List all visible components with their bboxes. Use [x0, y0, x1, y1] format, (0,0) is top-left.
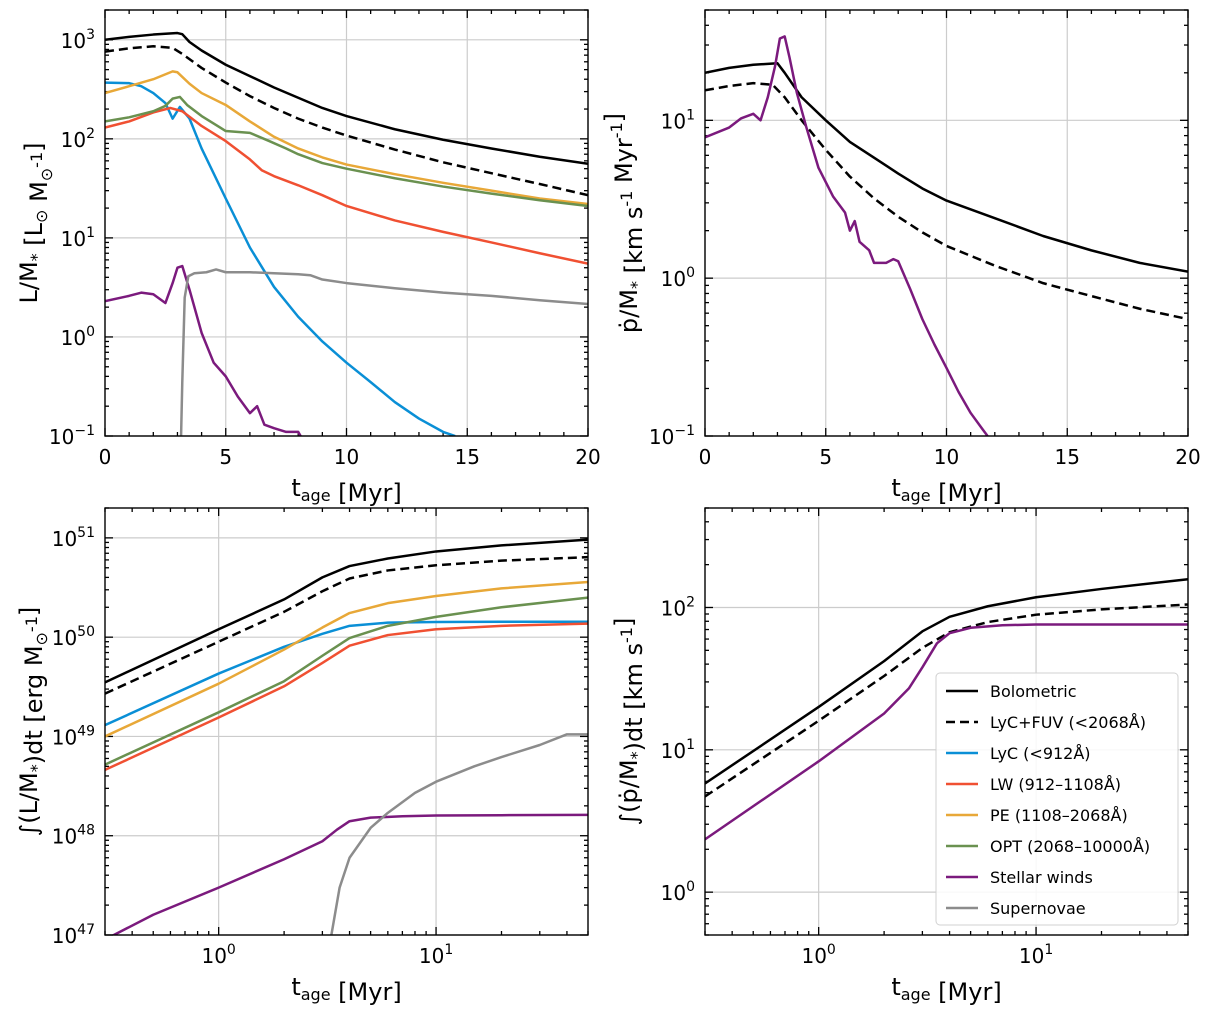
x-tick-label: 0 [699, 445, 712, 469]
legend-label: Stellar winds [990, 868, 1093, 887]
series-sn [330, 733, 588, 935]
series-lw [105, 106, 588, 265]
x-tick-label: 10 [934, 445, 959, 469]
series-opt [105, 596, 588, 766]
y-axis-label: ∫(L/M*)dt [erg M⊙-1] [15, 607, 51, 837]
y-tick-label: 1049 [52, 723, 95, 749]
y-axis-label: ∫(ṗ/M*)dt [km s-1] [610, 618, 648, 826]
y-tick-label: 101 [61, 225, 95, 251]
series-winds [111, 813, 588, 935]
panel-cumulative-energy: 100 101 1047 1048 1049 1050 1051 tage [Myr] ∫(L/… [15, 507, 589, 1006]
legend-box [935, 672, 1179, 926]
series-winds [105, 264, 302, 436]
legend-label: Bolometric [990, 682, 1077, 701]
series-lyc_fuv [705, 81, 1188, 321]
series-lw [105, 622, 588, 772]
y-tick-label: 101 [661, 737, 695, 763]
legend: Bolometric LyC+FUV (<2068Å) LyC (<912Å) LW … [935, 672, 1179, 926]
panel-momentum-rate: 0 5 10 15 20 10−1 100 101 tage [Myr] ṗ/M* [km s-1… [600, 9, 1201, 507]
y-tick-label: 1047 [52, 922, 95, 948]
series-winds [705, 35, 989, 436]
x-tick-label: 15 [455, 445, 480, 469]
y-tick-label: 1050 [52, 624, 95, 650]
series-bolometric [105, 31, 588, 166]
x-axis-label: tage [Myr] [291, 474, 401, 507]
y-tick-label: 102 [61, 126, 95, 152]
y-tick-label: 103 [61, 27, 95, 53]
series-lyc_fuv [105, 45, 588, 197]
y-tick-label: 1051 [52, 525, 95, 551]
legend-label: Supernovae [990, 899, 1086, 918]
series-opt [105, 95, 588, 208]
y-axis-label: L/M* [L⊙ M⊙-1] [15, 142, 56, 303]
series-pe [105, 580, 588, 738]
plot-frame [704, 9, 1189, 437]
x-tick-label: 0 [99, 445, 112, 469]
x-tick-label: 20 [575, 445, 600, 469]
y-tick-label: 100 [661, 265, 695, 291]
panel-cumulative-momentum: 100 101 100 101 102 tage [Myr] ∫(ṗ/M*)dt [km s… [610, 507, 1189, 1006]
y-tick-label: 1048 [52, 823, 95, 849]
legend-label: LyC+FUV (<2068Å) [990, 713, 1146, 732]
legend-label: LW (912–1108Å) [990, 775, 1121, 794]
legend-label: PE (1108–2068Å) [990, 806, 1128, 825]
x-tick-label: 100 [801, 942, 835, 968]
grid [105, 508, 588, 936]
series-lyc [105, 81, 456, 436]
series-lyc [105, 620, 588, 727]
x-tick-label: 5 [819, 445, 832, 469]
x-tick-label: 20 [1175, 445, 1200, 469]
series-sn [179, 268, 588, 436]
grid [704, 10, 1189, 437]
series-winds [705, 623, 1188, 841]
x-axis-label: tage [Myr] [891, 973, 1001, 1006]
x-tick-label: 10 [334, 445, 359, 469]
y-tick-label: 101 [661, 107, 695, 133]
x-tick-label: 101 [419, 942, 453, 968]
x-tick-label: 100 [201, 942, 235, 968]
series-bolometric [105, 538, 588, 684]
x-axis-label: tage [Myr] [891, 474, 1001, 507]
y-tick-label: 100 [661, 879, 695, 905]
x-tick-label: 101 [1019, 942, 1053, 968]
plot-frame [704, 507, 1189, 936]
x-tick-label: 5 [219, 445, 232, 469]
series-bolometric [705, 577, 1188, 785]
series-group [105, 538, 588, 935]
plot-frame [104, 507, 589, 936]
y-tick-label: 10−1 [49, 423, 95, 449]
series-pe [105, 70, 588, 206]
x-tick-label: 15 [1055, 445, 1080, 469]
plot-frame [104, 9, 589, 437]
legend-label: LyC (<912Å) [990, 744, 1091, 763]
y-axis-label: ṗ/M* [km s-1 Myr-1] [600, 113, 648, 333]
panel-luminosity: 0 5 10 15 20 10−1 100 101 102 103 tage [Myr] L/M* [… [15, 9, 601, 507]
series-group [705, 577, 1188, 841]
series-group [705, 35, 1188, 436]
y-tick-label: 102 [661, 594, 695, 620]
x-axis-label: tage [Myr] [291, 973, 401, 1006]
legend-label: OPT (2068–10000Å) [990, 837, 1150, 856]
ticks [104, 507, 589, 936]
y-tick-label: 100 [61, 324, 95, 350]
y-tick-label: 10−1 [649, 423, 695, 449]
series-group [105, 31, 588, 436]
series-bolometric [705, 61, 1188, 273]
series-lyc_fuv [105, 555, 588, 695]
